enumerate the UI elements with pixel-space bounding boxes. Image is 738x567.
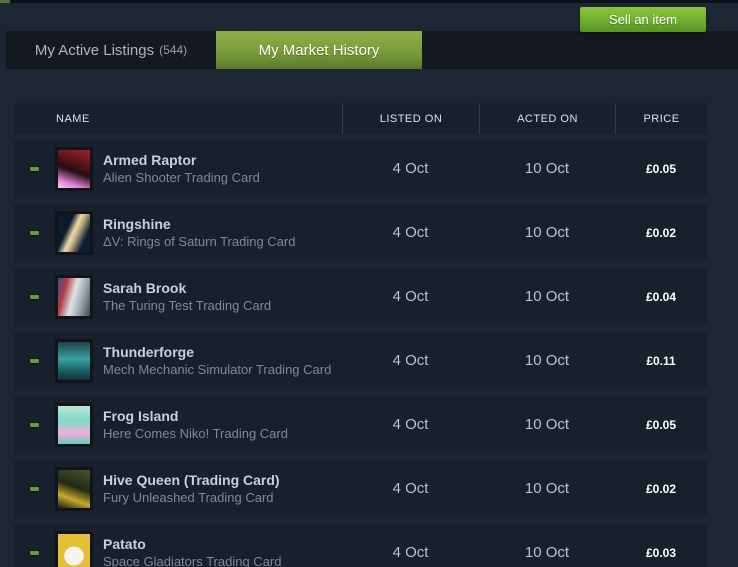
item-game: Fury Unleashed Trading Card bbox=[103, 490, 274, 505]
listed-on-date: 4 Oct bbox=[392, 480, 429, 497]
table-row: Thunderforge Mech Mechanic Simulator Tra… bbox=[14, 332, 707, 389]
acted-on-date: 10 Oct bbox=[524, 160, 570, 177]
remove-listing-button[interactable] bbox=[30, 482, 39, 496]
item-text-block: Ringshine ΔV: Rings of Saturn Trading Ca… bbox=[103, 215, 295, 250]
item-thumbnail bbox=[55, 146, 93, 191]
table-row: Armed Raptor Alien Shooter Trading Card … bbox=[14, 140, 707, 197]
item-text-block: Hive Queen (Trading Card) Fury Unleashed… bbox=[103, 471, 280, 506]
listed-on-date: 4 Oct bbox=[392, 544, 429, 561]
tab-my-market-history-label: My Market History bbox=[258, 41, 380, 59]
item-name: Armed Raptor bbox=[103, 152, 197, 168]
remove-listing-button[interactable] bbox=[30, 354, 39, 368]
listed-on-date: 4 Oct bbox=[392, 288, 429, 305]
minus-icon bbox=[30, 486, 39, 491]
minus-icon bbox=[30, 294, 39, 299]
header-listed-on: LISTED ON bbox=[342, 103, 479, 134]
minus-icon bbox=[30, 422, 39, 427]
item-text-block: Patato Space Gladiators Trading Card bbox=[103, 535, 281, 567]
remove-listing-button[interactable] bbox=[30, 546, 39, 560]
item-game: Here Comes Niko! Trading Card bbox=[103, 426, 288, 441]
header-name: NAME bbox=[56, 112, 90, 125]
item-cell: Frog Island Here Comes Niko! Trading Car… bbox=[14, 396, 342, 453]
market-tab-bar: My Active Listings (544) My Market Histo… bbox=[6, 31, 738, 69]
item-price: £0.02 bbox=[645, 225, 677, 240]
table-row: Sarah Brook The Turing Test Trading Card… bbox=[14, 268, 707, 325]
minus-icon bbox=[30, 166, 39, 171]
item-cell: Ringshine ΔV: Rings of Saturn Trading Ca… bbox=[14, 204, 342, 261]
acted-on-date: 10 Oct bbox=[524, 224, 570, 241]
listed-on-date: 4 Oct bbox=[392, 416, 429, 433]
item-name: Frog Island bbox=[103, 408, 179, 424]
acted-on-date: 10 Oct bbox=[524, 544, 570, 561]
item-price: £0.05 bbox=[645, 161, 677, 176]
header-acted-on: ACTED ON bbox=[479, 103, 615, 134]
item-name: Thunderforge bbox=[103, 344, 194, 360]
window-top-edge bbox=[0, 0, 738, 3]
sell-an-item-button[interactable]: Sell an item bbox=[580, 7, 706, 32]
item-cell: Thunderforge Mech Mechanic Simulator Tra… bbox=[14, 332, 342, 389]
listed-on-date: 4 Oct bbox=[392, 224, 429, 241]
item-name: Ringshine bbox=[103, 216, 171, 232]
top-left-accent bbox=[0, 0, 10, 3]
item-text-block: Thunderforge Mech Mechanic Simulator Tra… bbox=[103, 343, 331, 378]
item-game: Alien Shooter Trading Card bbox=[103, 170, 260, 185]
table-row: Ringshine ΔV: Rings of Saturn Trading Ca… bbox=[14, 204, 707, 261]
minus-icon bbox=[30, 550, 39, 555]
item-thumbnail bbox=[55, 274, 93, 319]
item-price: £0.02 bbox=[645, 481, 677, 496]
item-name: Hive Queen (Trading Card) bbox=[103, 472, 280, 488]
acted-on-date: 10 Oct bbox=[524, 416, 570, 433]
item-price: £0.11 bbox=[646, 353, 676, 368]
item-thumbnail bbox=[55, 210, 93, 255]
acted-on-date: 10 Oct bbox=[524, 480, 570, 497]
acted-on-date: 10 Oct bbox=[524, 288, 570, 305]
table-row: Frog Island Here Comes Niko! Trading Car… bbox=[14, 396, 707, 453]
item-cell: Patato Space Gladiators Trading Card bbox=[14, 524, 342, 567]
table-body: Armed Raptor Alien Shooter Trading Card … bbox=[14, 140, 707, 567]
minus-icon bbox=[30, 230, 39, 235]
tab-my-market-history[interactable]: My Market History bbox=[216, 31, 422, 69]
acted-on-date: 10 Oct bbox=[524, 352, 570, 369]
remove-listing-button[interactable] bbox=[30, 162, 39, 176]
remove-listing-button[interactable] bbox=[30, 418, 39, 432]
minus-icon bbox=[30, 358, 39, 363]
item-text-block: Sarah Brook The Turing Test Trading Card bbox=[103, 279, 271, 314]
item-cell: Sarah Brook The Turing Test Trading Card bbox=[14, 268, 342, 325]
item-thumbnail bbox=[55, 402, 93, 447]
item-game: ΔV: Rings of Saturn Trading Card bbox=[103, 234, 296, 249]
item-game: Mech Mechanic Simulator Trading Card bbox=[103, 362, 332, 377]
item-price: £0.04 bbox=[645, 289, 677, 304]
remove-listing-button[interactable] bbox=[30, 290, 39, 304]
item-cell: Hive Queen (Trading Card) Fury Unleashed… bbox=[14, 460, 342, 517]
item-price: £0.05 bbox=[645, 417, 677, 432]
remove-listing-button[interactable] bbox=[30, 226, 39, 240]
table-row: Hive Queen (Trading Card) Fury Unleashed… bbox=[14, 460, 707, 517]
table-header: NAME LISTED ON ACTED ON PRICE bbox=[14, 103, 707, 134]
item-cell: Armed Raptor Alien Shooter Trading Card bbox=[14, 140, 342, 197]
market-history-table: NAME LISTED ON ACTED ON PRICE Armed Rapt… bbox=[14, 103, 707, 567]
listed-on-date: 4 Oct bbox=[392, 160, 429, 177]
item-name: Sarah Brook bbox=[103, 280, 187, 296]
item-text-block: Frog Island Here Comes Niko! Trading Car… bbox=[103, 407, 288, 442]
item-price: £0.03 bbox=[645, 545, 677, 560]
header-price: PRICE bbox=[615, 103, 707, 134]
item-name: Patato bbox=[103, 536, 146, 552]
tab-my-active-listings-label: My Active Listings bbox=[34, 41, 155, 59]
item-game: Space Gladiators Trading Card bbox=[103, 554, 282, 567]
item-thumbnail bbox=[55, 466, 93, 511]
table-row: Patato Space Gladiators Trading Card 4 O… bbox=[14, 524, 707, 567]
item-text-block: Armed Raptor Alien Shooter Trading Card bbox=[103, 151, 260, 186]
item-game: The Turing Test Trading Card bbox=[103, 298, 272, 313]
active-listings-count: (544) bbox=[159, 43, 188, 57]
item-thumbnail bbox=[55, 338, 93, 383]
listed-on-date: 4 Oct bbox=[392, 352, 429, 369]
item-thumbnail bbox=[55, 530, 93, 567]
tab-my-active-listings[interactable]: My Active Listings (544) bbox=[6, 31, 216, 69]
